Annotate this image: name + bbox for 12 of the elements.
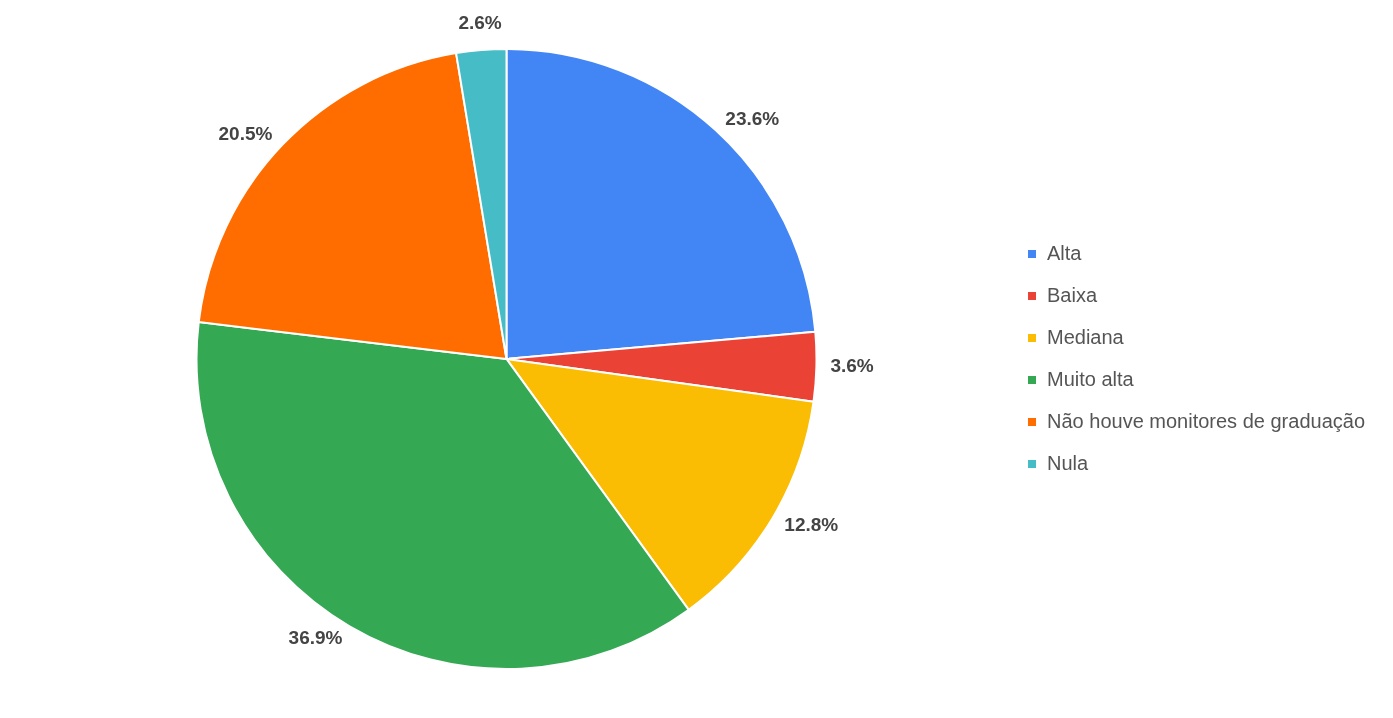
data-label: 36.9% [288,626,343,648]
legend-label: Mediana [1047,325,1125,348]
legend-label: Baixa [1047,283,1098,306]
data-label: 3.6% [830,355,874,377]
legend-label: Não houve monitores de graduação [1047,409,1366,432]
data-label: 20.5% [218,123,273,145]
legend-label: Alta [1047,241,1083,264]
data-label: 23.6% [725,108,780,130]
data-label: 12.8% [784,513,839,535]
legend-label: Nula [1047,451,1090,474]
data-label: 2.6% [458,12,502,34]
legend-label: Muito alta [1047,367,1135,390]
